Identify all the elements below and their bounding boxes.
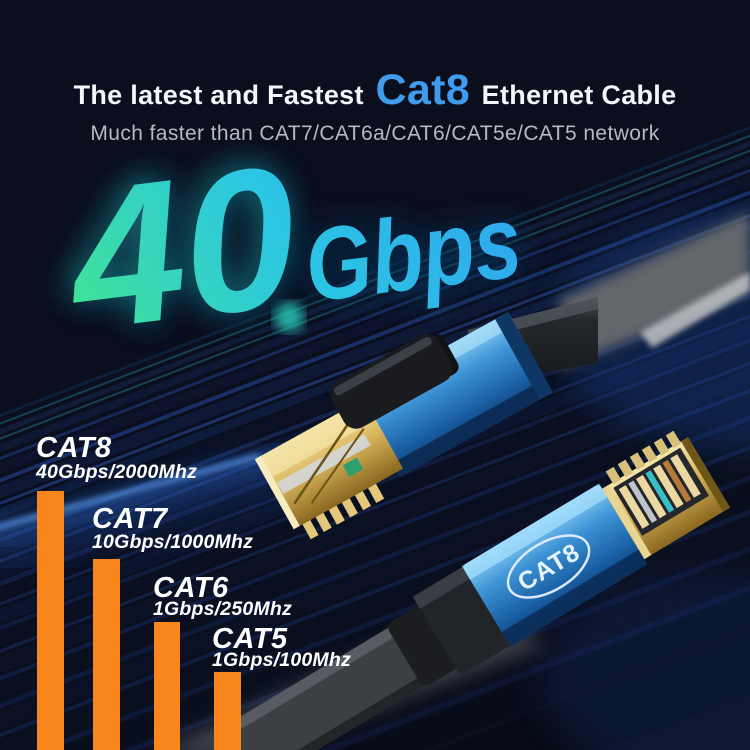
bar-cat8 [37, 491, 64, 750]
gold-plug-right [602, 430, 731, 560]
svg-text:40: 40 [47, 119, 302, 368]
strain-relief [388, 564, 512, 686]
cat6-spec: 1Gbps/250Mhz [153, 598, 292, 620]
ethernet-connector-main [254, 312, 553, 540]
title-suffix: Ethernet Cable [481, 80, 677, 110]
cat6-label: CAT6 [153, 572, 229, 604]
speed-value: 40 [54, 124, 309, 373]
bar-cat6 [154, 622, 180, 750]
cat7-spec: 10Gbps/1000Mhz [92, 531, 254, 553]
cat8-print-oval [506, 534, 591, 599]
title-highlight-cat8: Cat8 [375, 66, 470, 114]
cat7-label: CAT7 [92, 503, 168, 535]
teal-glow-dot [274, 302, 304, 332]
cat8-label: CAT8 [36, 432, 112, 464]
corner-glow [540, 570, 750, 750]
bar-cat7 [93, 559, 120, 750]
svg-text:Gbps: Gbps [299, 183, 527, 323]
svg-text:40: 40 [54, 124, 309, 373]
ethernet-connector-right: CAT8 [160, 430, 731, 750]
subtitle: Much faster than CAT7/CAT6a/CAT6/CAT5e/C… [90, 122, 660, 145]
speed-unit: Gbps [299, 183, 527, 323]
connector-body-blue: CAT8 [461, 483, 648, 647]
cat8-spec: 40Gbps/2000Mhz [36, 461, 198, 483]
flat-cable-far [560, 212, 750, 368]
page-title: The latest and Fastest Cat8 Ethernet Cab… [0, 69, 750, 112]
latch-clip [330, 334, 459, 429]
title-prefix: The latest and Fastest [73, 80, 364, 110]
cat5-label: CAT5 [212, 623, 288, 655]
speed-callout: 40 Gbps 40 40 Gbps [47, 119, 527, 373]
cat5-spec: 1Gbps/100Mhz [212, 649, 351, 671]
bar-cat5 [214, 672, 241, 750]
